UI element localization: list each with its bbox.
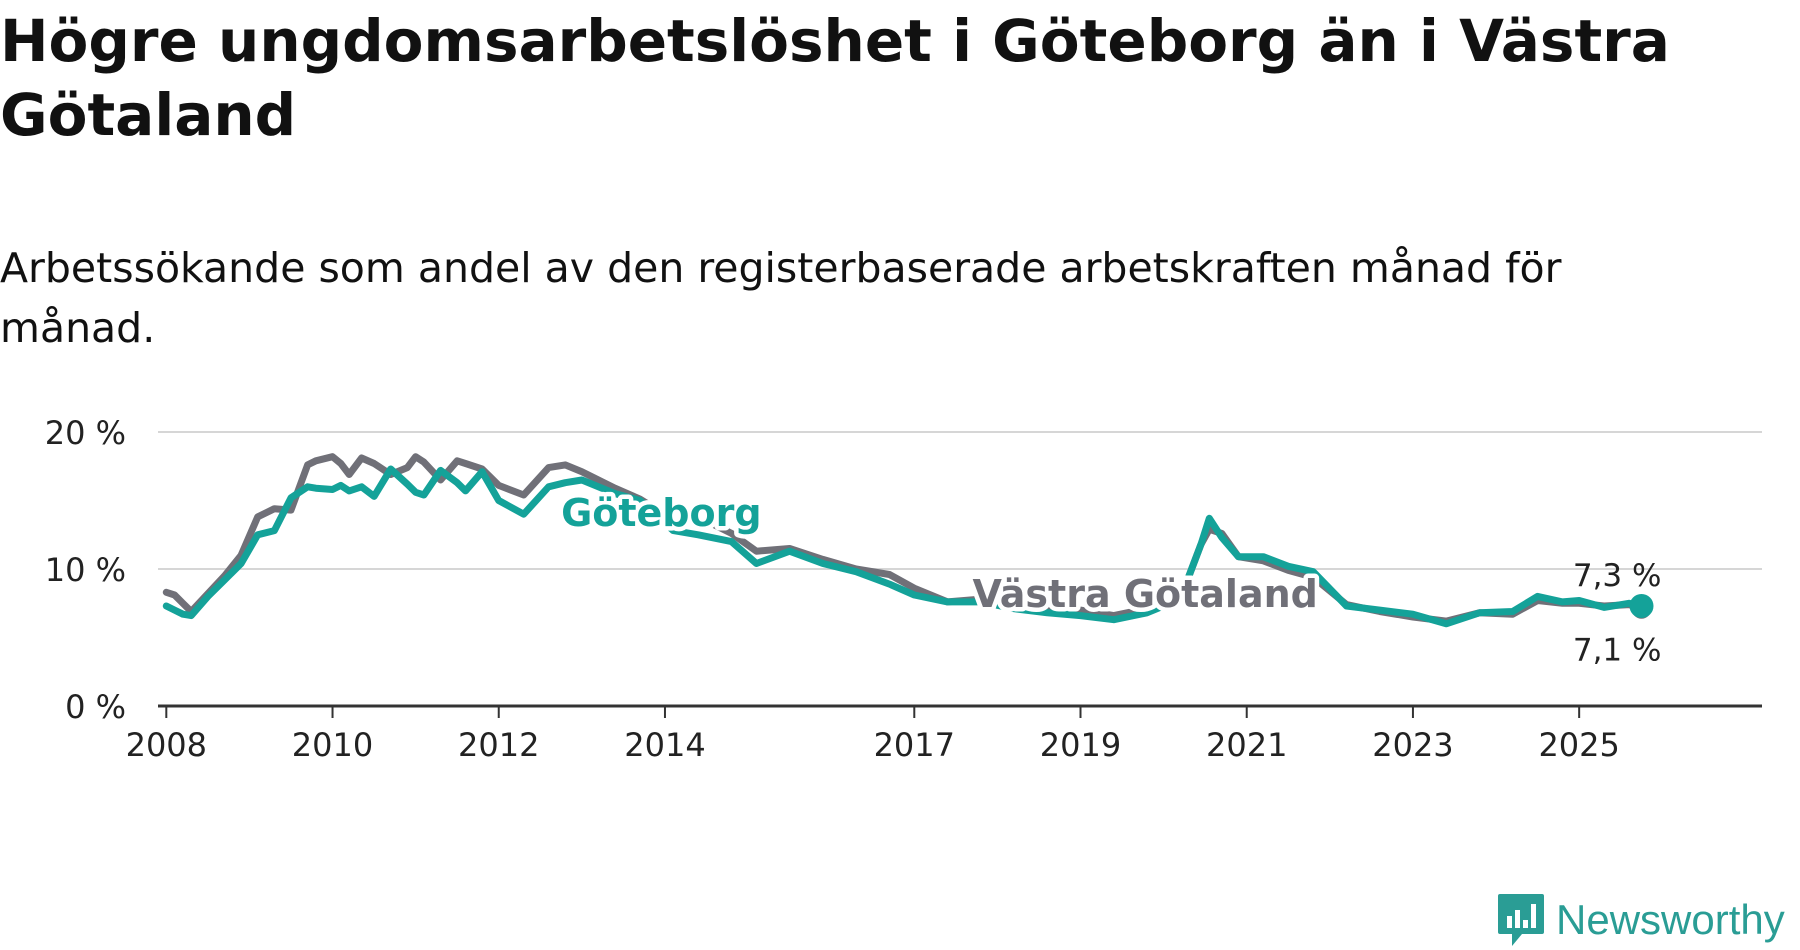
x-tick-label: 2021 [1206, 726, 1287, 764]
y-tick-label: 10 % [45, 551, 126, 589]
end-point-goteborg [1629, 593, 1654, 618]
y-tick-label: 20 % [45, 414, 126, 452]
newsworthy-logo-icon [1498, 894, 1544, 946]
x-tick-label: 2019 [1040, 726, 1121, 764]
brand: Newsworthy [1496, 890, 1785, 950]
end-label-vastra-gotaland: 7,1 % [1573, 633, 1662, 669]
x-tick-label: 2010 [292, 726, 373, 764]
y-tick-label: 0 % [65, 688, 126, 726]
x-tick-label: 2008 [126, 726, 207, 764]
series-label-goteborg: Göteborg [561, 491, 761, 535]
chart-title: Högre ungdomsarbetslöshet i Göteborg än … [0, 7, 1670, 149]
brand-name: Newsworthy [1556, 896, 1785, 943]
x-tick-label: 2017 [874, 726, 955, 764]
x-tick-label: 2023 [1372, 726, 1453, 764]
x-tick-label: 2014 [624, 726, 705, 764]
end-label-goteborg: 7,3 % [1573, 558, 1662, 594]
series-label-vastra-gotaland: Västra Götaland [972, 572, 1317, 616]
series-line-v-stra-g-taland [162, 453, 1645, 625]
chart-subtitle: Arbetssökande som andel av den registerb… [0, 244, 1562, 352]
x-tick-label: 2025 [1538, 726, 1619, 764]
series-line-g-teborg [162, 465, 1645, 628]
x-tick-label: 2012 [458, 726, 539, 764]
